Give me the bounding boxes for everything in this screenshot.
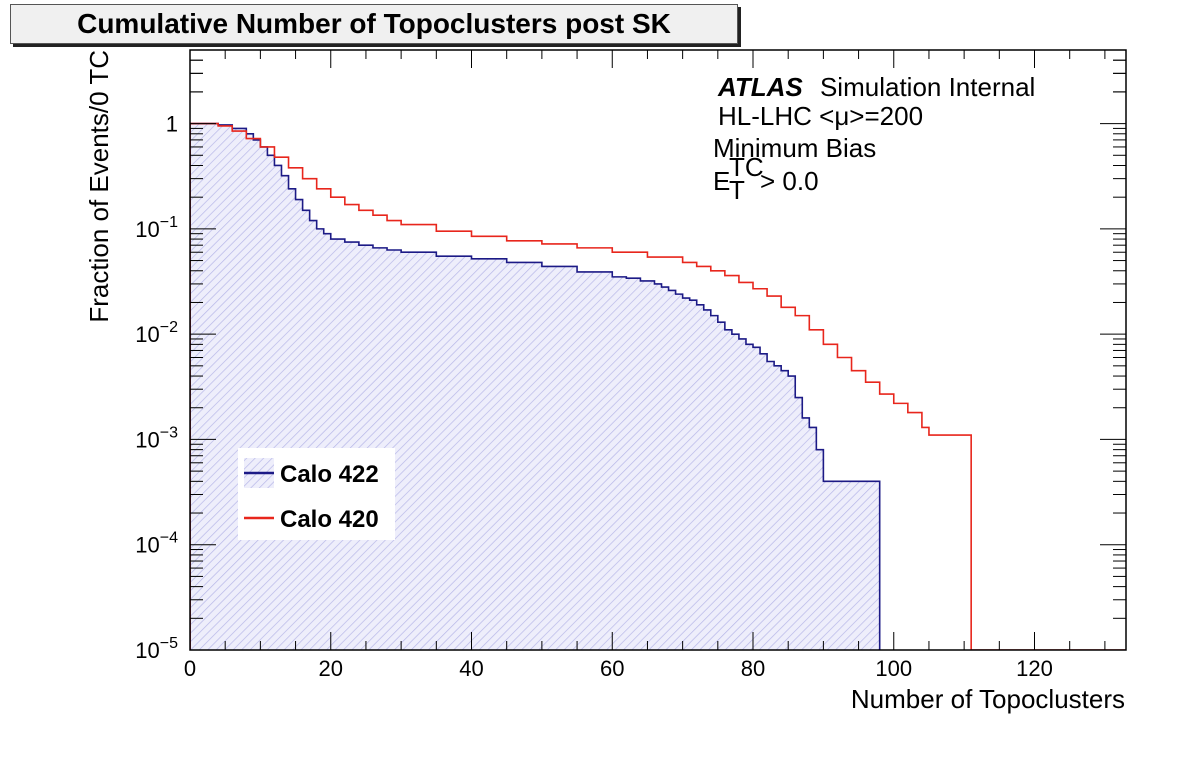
svg-text:ATLAS Simulation Interna: ATLAS Simulation Internal [717,72,1035,102]
y-tick-label: 10−4 [135,530,178,558]
x-tick-label: 60 [600,656,624,681]
legend-label-calo-420: Calo 420 [280,506,379,533]
x-tick-label: 0 [184,656,196,681]
x-axis-label: Number of Topoclusters [851,684,1125,714]
svg-text:T: T [729,175,745,205]
legend-label-calo-422: Calo 422 [280,461,379,488]
svg-text:> 0.0: > 0.0 [760,166,819,196]
atlas-label: ATLAS [717,72,803,102]
y-tick-label: 10−3 [135,424,178,452]
x-tick-label: 20 [319,656,343,681]
y-axis-label: Fraction of Events/0 TC [84,50,114,323]
atlas-status: Simulation Internal [820,72,1035,102]
y-tick-label: 10−5 [135,635,178,663]
legend: Calo 422 Calo 420 [238,448,395,540]
y-tick-label: 10−1 [135,214,178,242]
atlas-annotation: ATLAS Simulation Internal HL-LHC <μ>=200… [713,72,1035,205]
x-tick-label: 80 [741,656,765,681]
svg-text:E: E [713,166,730,196]
x-tick-label: 100 [875,656,912,681]
y-tick-label: 1 [166,112,178,137]
y-tick-label: 10−2 [135,319,178,347]
x-tick-label: 40 [459,656,483,681]
x-tick-label: 120 [1016,656,1053,681]
annotation-luminosity: HL-LHC <μ>=200 [718,101,923,131]
series-fill-calo-422 [190,124,880,650]
